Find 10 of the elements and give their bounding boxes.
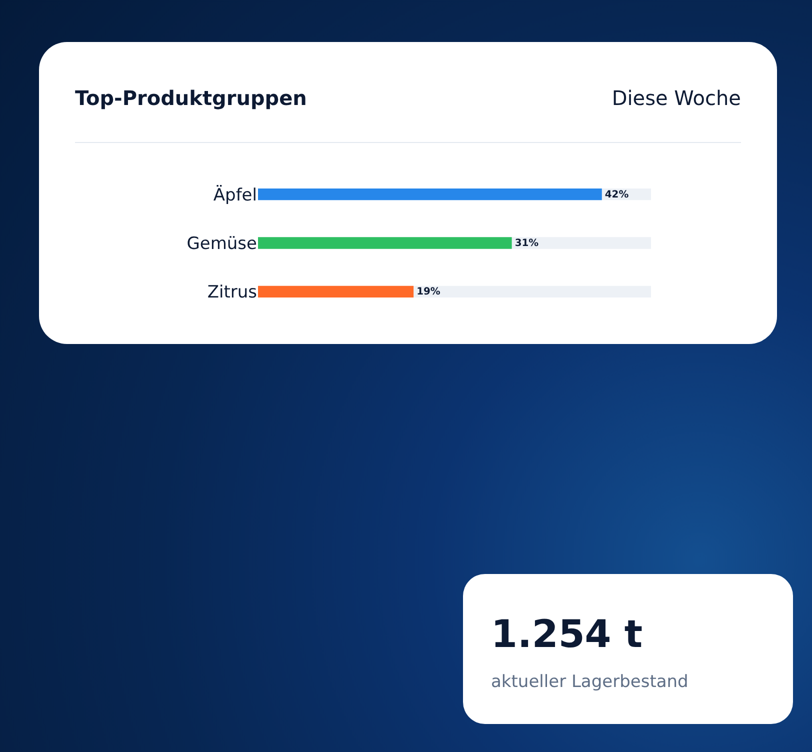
data-label: 19%: [416, 286, 440, 298]
data-label: 42%: [604, 189, 629, 200]
y-tick-label: Äpfel: [213, 184, 257, 206]
chart-title: Top-Produktgruppen: [75, 86, 307, 110]
chart-subtitle: Diese Woche: [612, 86, 741, 110]
text: 1.254 t: [491, 612, 643, 656]
y-tick-label: Zitrus: [207, 282, 258, 303]
text: aktueller Lagerbestand: [491, 672, 688, 692]
data-label: 31%: [514, 238, 539, 249]
y-tick-label: Gemüse: [186, 234, 257, 254]
